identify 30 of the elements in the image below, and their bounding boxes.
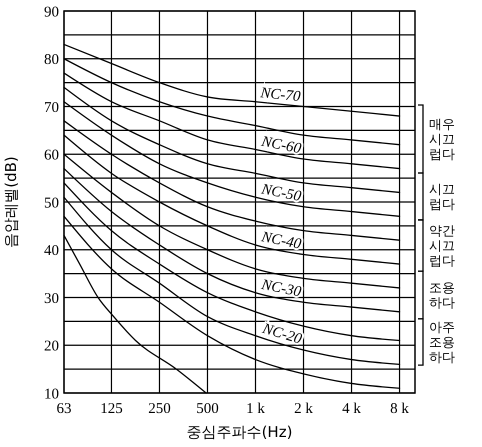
y-tick-label: 90 xyxy=(44,4,59,20)
y-tick-label: 20 xyxy=(44,338,59,354)
x-axis-title: 중심주파수(Hz) xyxy=(186,423,292,441)
text: 조용하다 xyxy=(429,281,455,312)
text: NC-40 xyxy=(259,228,303,253)
text: NC-20 xyxy=(260,320,304,348)
x-tick-label: 125 xyxy=(100,401,123,417)
text: NC-50 xyxy=(259,181,303,206)
x-tick-label: 2 k xyxy=(294,401,314,417)
y-axis-title: 음압레벨(dB) xyxy=(2,156,20,248)
text: 시끄럽다 xyxy=(429,182,455,213)
text: 매우 시끄럽다 xyxy=(429,118,455,163)
x-tick-label: 63 xyxy=(56,401,72,417)
x-tick-label: 4 k xyxy=(342,401,362,417)
x-tick-label: 1 k xyxy=(246,401,266,417)
text: NC-30 xyxy=(259,276,303,301)
x-tick-label: 8 k xyxy=(390,401,410,417)
x-tick-label: 500 xyxy=(196,401,219,417)
y-tick-label: 60 xyxy=(44,148,59,164)
y-tick-label: 50 xyxy=(44,195,59,212)
text: 아주 조용하다 xyxy=(429,320,455,366)
y-tick-label: 30 xyxy=(44,290,59,307)
y-tick-label: 10 xyxy=(44,386,59,402)
text: NC-60 xyxy=(259,133,303,158)
text: NC-70 xyxy=(258,85,302,106)
y-tick-label: 70 xyxy=(44,100,59,116)
x-tick-label: 250 xyxy=(148,401,171,417)
y-tick-label: 40 xyxy=(44,243,59,259)
text: 약간 시끄럽다 xyxy=(429,224,455,270)
y-tick-label: 80 xyxy=(44,52,59,68)
